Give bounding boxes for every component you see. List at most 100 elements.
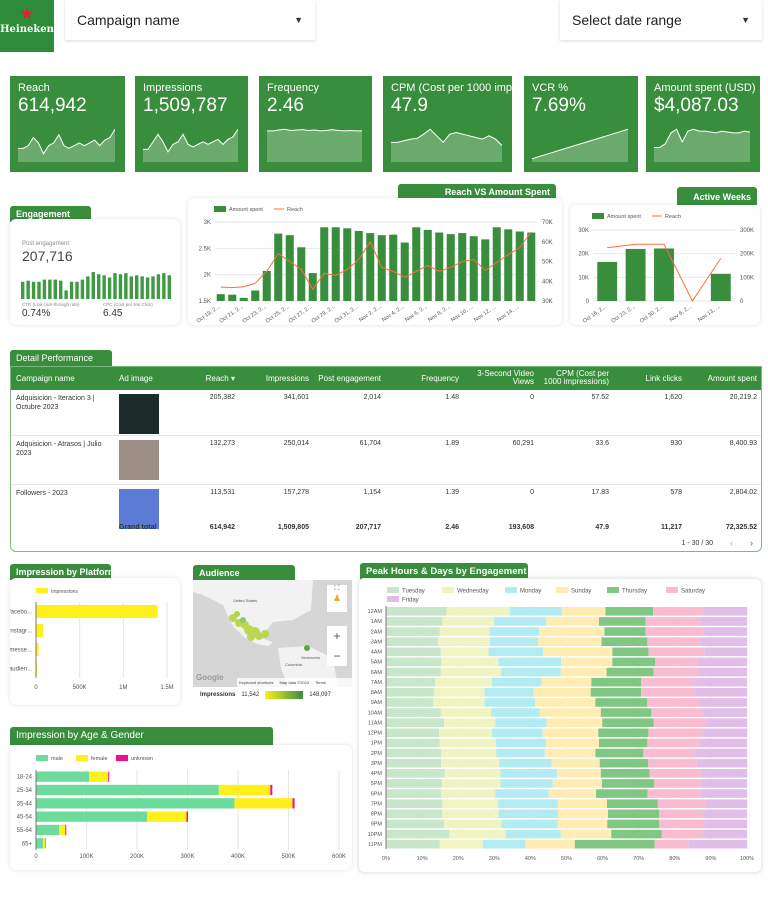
segment-sunday — [537, 637, 602, 646]
segment-wednesday — [439, 839, 483, 849]
y-right-tick: 70K — [542, 220, 553, 226]
x-tick-label: Oct 25, 2… — [265, 304, 291, 325]
legend-swatch-amount — [214, 206, 226, 212]
segment-friday — [704, 647, 747, 657]
x-tick: 500K — [281, 854, 295, 860]
total-engagement: 207,717 — [355, 524, 381, 531]
segment-tuesday — [386, 819, 445, 829]
segment-thursday — [596, 789, 648, 798]
segment-saturday — [641, 677, 693, 687]
next-page-button[interactable]: › — [750, 538, 753, 548]
bar-male — [36, 824, 60, 836]
segment-wednesday — [441, 657, 499, 667]
segment-sunday — [543, 647, 613, 657]
segment-saturday — [657, 799, 706, 808]
x-tick: 1M — [119, 685, 127, 691]
engagement-bar — [86, 276, 90, 299]
segment-sunday — [552, 779, 602, 788]
segment-tuesday — [386, 779, 442, 788]
legend-label-saturday: Saturday — [681, 589, 705, 595]
engagement-sparkbars — [21, 272, 171, 299]
cpm-cell: 33.6 — [595, 440, 609, 447]
audience-map[interactable]: United States Venezuela Colombia ⛶ ♟ + − G… — [193, 580, 352, 687]
active-weeks-card: 0 10K 20K 30K 0 100K 200K 300K Oct 16, 2… Oct 23,… — [570, 205, 760, 325]
spent-cell: 8,400.93 — [729, 440, 757, 447]
legend-swatch-female — [76, 755, 88, 761]
age-label: 25-34 — [17, 788, 33, 794]
age-label: 35-44 — [17, 801, 33, 807]
segment-friday — [704, 819, 747, 829]
date-range-label: Select date range — [572, 12, 682, 28]
pegman-icon[interactable]: ♟ — [332, 593, 342, 603]
segment-friday — [702, 708, 747, 717]
kpi-card-frequency: Frequency 2.46 — [259, 76, 372, 172]
segment-tuesday — [386, 718, 445, 727]
engagement-bar — [113, 273, 117, 299]
col-video-views-header: 3-Second Video Views — [477, 369, 534, 386]
sparkline-area — [391, 129, 502, 162]
ctr-value: 0.74% — [22, 308, 51, 319]
segment-sunday — [557, 799, 607, 808]
engagement-bar — [145, 277, 150, 299]
segment-wednesday — [440, 647, 489, 657]
total-video: 193,608 — [508, 524, 534, 531]
fullscreen-button[interactable]: ⛶ ♟ — [327, 585, 347, 612]
hour-label: 9PM — [371, 822, 383, 828]
campaign-dropdown[interactable]: Campaign name ▼ — [65, 0, 315, 40]
segment-tuesday — [386, 667, 441, 677]
peak-hours-card: Tuesday Wednesday Monday Sunday Thursday Satu… — [358, 578, 762, 873]
x-tick-label: Oct 27, 2… — [288, 304, 314, 325]
kpi-sparkline — [654, 128, 750, 162]
table-row[interactable]: Adquisicion - Iteracion 3 | Octubre 2023… — [11, 390, 761, 436]
age-label: 65+ — [22, 841, 33, 847]
segment-wednesday — [435, 677, 492, 687]
segment-wednesday — [439, 738, 497, 748]
prev-page-button[interactable]: ‹ — [730, 538, 733, 548]
segment-saturday — [661, 829, 703, 839]
segment-thursday — [600, 708, 652, 717]
segment-friday — [705, 799, 747, 808]
table-row[interactable]: Adquisicion - Atrasos | Julio 2023 132,27… — [11, 436, 761, 485]
date-range-dropdown[interactable]: Select date range ▼ — [560, 0, 762, 40]
cpc-value: 6.45 — [103, 308, 123, 319]
x-tick: 50% — [561, 856, 572, 862]
segment-tuesday — [386, 607, 447, 616]
segment-friday — [694, 688, 747, 697]
engagement-card: Post engagement 207,716 CTR (Link click-… — [10, 219, 180, 325]
segment-thursday — [574, 839, 655, 849]
x-tick: 20% — [453, 856, 464, 862]
x-tick-label: Nov 2, 2… — [358, 304, 383, 324]
segment-sunday — [546, 718, 603, 727]
segment-tuesday — [386, 789, 442, 798]
y-right-tick: 50K — [542, 260, 553, 266]
amount-spent-bar — [354, 230, 363, 301]
x-tick: 90% — [705, 856, 716, 862]
hour-label: 1PM — [371, 741, 383, 747]
segment-monday — [496, 748, 545, 758]
ad-image-thumbnail — [119, 394, 159, 434]
clicks-cell: 578 — [670, 489, 682, 496]
reach-cell: 132,273 — [209, 440, 235, 447]
segment-friday — [700, 637, 747, 646]
reach-line — [220, 231, 532, 291]
col-reach-header[interactable]: Reach ▾ — [205, 374, 235, 383]
x-tick-label: Oct 23, 2… — [242, 304, 268, 325]
table-row[interactable]: Followers - 2023 113,531 157,278 1,154 1.39 0… — [11, 485, 761, 535]
legend-swatch-friday — [387, 596, 399, 602]
hour-label: 11AM — [368, 720, 382, 726]
zoom-in-button[interactable]: + — [333, 629, 341, 643]
hour-label: 5AM — [371, 660, 383, 666]
keyboard-shortcuts-link[interactable]: Keyboard shortcuts — [239, 680, 274, 685]
segment-monday — [484, 698, 536, 707]
segment-thursday — [590, 688, 642, 697]
x-tick-label: Nov 8, 2… — [427, 304, 452, 324]
segment-tuesday — [386, 738, 440, 748]
zoom-out-button[interactable]: − — [333, 649, 341, 663]
segment-sunday — [545, 617, 599, 626]
hour-label: 12AM — [368, 609, 383, 615]
segment-wednesday — [440, 708, 492, 717]
x-tick-label: Oct 21, 2… — [219, 304, 245, 325]
engagement-bar — [97, 274, 101, 299]
terms-link[interactable]: Terms — [315, 680, 326, 685]
segment-monday — [498, 799, 558, 808]
